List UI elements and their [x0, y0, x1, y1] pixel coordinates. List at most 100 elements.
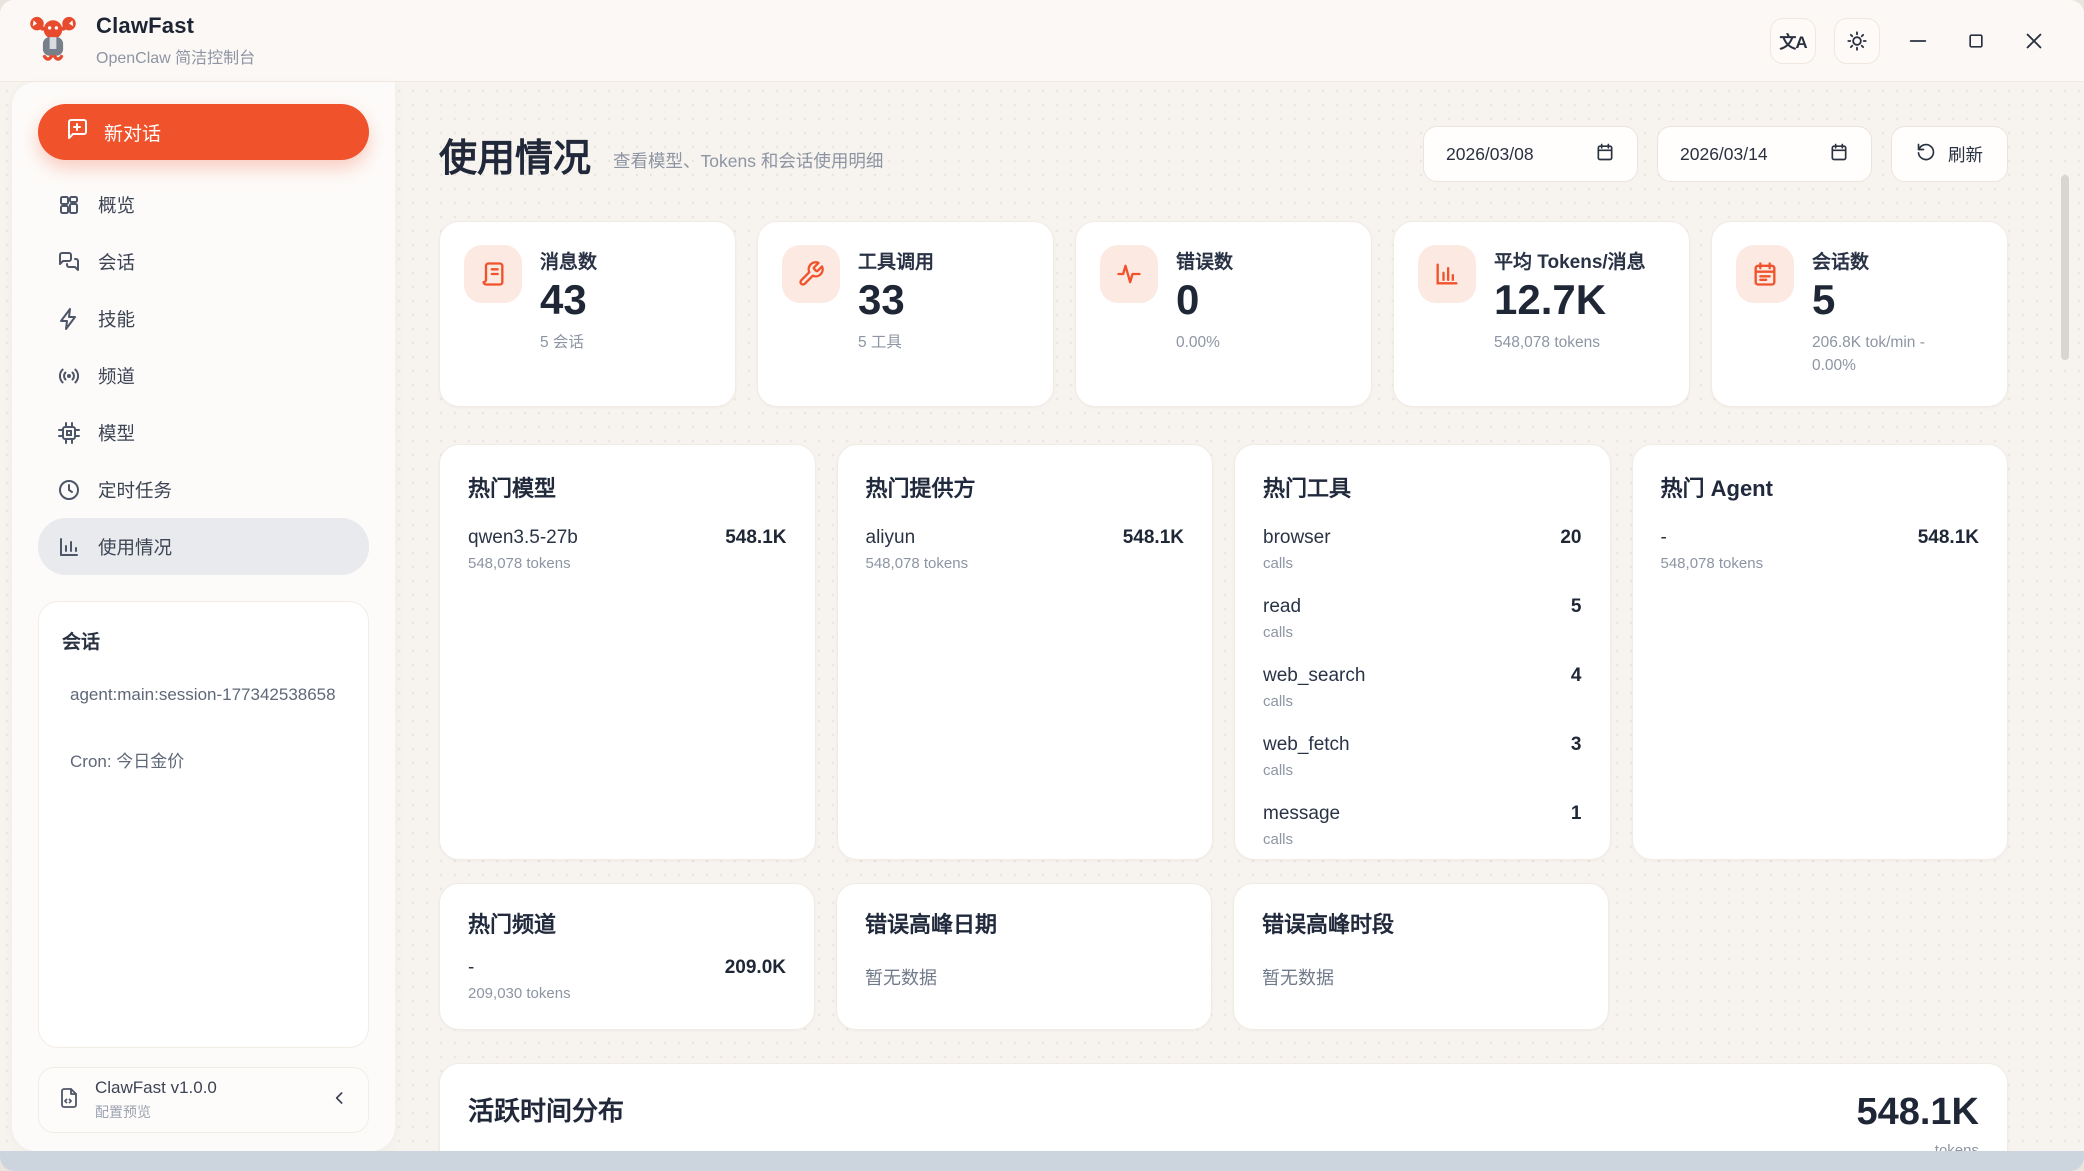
sidebar-item-models[interactable]: 模型: [38, 404, 369, 461]
maximize-icon: [1966, 31, 1986, 51]
sidebar-nav: 概览 会话 技能: [38, 176, 369, 575]
stat-sub: 206.8K tok/min - 0.00%: [1812, 334, 1925, 374]
session-item[interactable]: Cron: 今日金价: [70, 752, 185, 771]
item-sub: 548,078 tokens: [468, 555, 571, 572]
item-value: 5: [1570, 596, 1582, 617]
scroll-icon: [464, 245, 522, 303]
stat-value: 0: [1176, 276, 1200, 323]
maximize-button[interactable]: [1956, 21, 1996, 61]
pulse-icon: [1100, 245, 1158, 303]
calendar-icon: [1829, 142, 1849, 167]
list-item: - 209.0K 209,030 tokens: [468, 957, 786, 1002]
list-item: aliyun 548.1K 548,078 tokens: [866, 527, 1185, 572]
sidebar-item-label: 定时任务: [98, 479, 173, 501]
header-actions: 2026/03/08 2026/03/14: [1423, 126, 2008, 182]
stat-card-errors: 错误数 0 0.00%: [1075, 221, 1372, 407]
dashboard-icon: [57, 193, 81, 217]
activity-title: 活跃时间分布: [468, 1096, 625, 1126]
item-sub: 548,078 tokens: [865, 555, 969, 572]
sidebar-item-sessions[interactable]: 会话: [38, 233, 369, 290]
list-item: qwen3.5-27b 548.1K 548,078 tokens: [468, 527, 787, 572]
sun-icon: [1846, 30, 1868, 52]
card-title: 热门模型: [468, 476, 557, 501]
date-to-input[interactable]: 2026/03/14: [1657, 126, 1872, 182]
theme-toggle-button[interactable]: [1834, 17, 1880, 64]
item-sub: 209,030 tokens: [468, 985, 571, 1002]
bar-chart-icon: [1418, 245, 1476, 303]
item-name: read: [1263, 596, 1302, 617]
main-content: 使用情况 查看模型、Tokens 和会话使用明细 2026/03/08 2026…: [439, 82, 2008, 1171]
sidebar-item-overview[interactable]: 概览: [38, 176, 369, 233]
item-name: -: [1660, 527, 1667, 548]
stat-sub: 5 工具: [858, 334, 902, 352]
item-sub: calls: [1263, 624, 1294, 641]
wrench-icon: [782, 245, 840, 303]
session-list-title: 会话: [62, 632, 101, 653]
stat-label: 平均 Tokens/消息: [1494, 252, 1646, 273]
close-icon: [2023, 30, 2045, 52]
item-name: browser: [1263, 527, 1331, 548]
bar-chart-icon: [57, 535, 81, 559]
item-value: 548.1K: [1122, 527, 1184, 548]
card-title: 热门工具: [1263, 476, 1352, 501]
page-title: 使用情况: [439, 137, 592, 180]
item-name: message: [1263, 803, 1341, 824]
item-sub: calls: [1263, 762, 1294, 779]
stat-sub: 0.00%: [1176, 334, 1220, 352]
minimize-button[interactable]: [1898, 21, 1938, 61]
app-title: ClawFast: [96, 13, 195, 38]
item-value: 20: [1560, 527, 1582, 548]
stat-sub: 548,078 tokens: [1494, 334, 1601, 352]
item-value: 548.1K: [725, 527, 787, 548]
item-name: aliyun: [865, 527, 916, 548]
refresh-icon: [1916, 142, 1936, 167]
stat-label: 错误数: [1176, 252, 1234, 273]
version-title: ClawFast v1.0.0: [95, 1078, 217, 1097]
sidebar-item-channels[interactable]: 频道: [38, 347, 369, 404]
card-title: 热门频道: [468, 912, 557, 937]
chevron-left-icon[interactable]: [330, 1088, 350, 1113]
item-sub: calls: [1263, 693, 1294, 710]
list-item: web_search 4 calls: [1263, 665, 1582, 710]
card-top-channels: 热门频道 - 209.0K 209,030 tokens: [439, 883, 815, 1030]
window-bottom-strip: [0, 1151, 2084, 1171]
titlebar: ClawFast OpenClaw 简洁控制台 文A: [0, 0, 2084, 82]
list-item: browser 20 calls: [1263, 527, 1582, 572]
stat-label: 会话数: [1812, 252, 1870, 273]
item-sub: 548,078 tokens: [1660, 555, 1764, 572]
date-to-value: 2026/03/14: [1680, 143, 1768, 164]
version-card[interactable]: ClawFast v1.0.0 配置预览: [38, 1067, 369, 1133]
close-button[interactable]: [2014, 21, 2054, 61]
refresh-button[interactable]: 刷新: [1891, 126, 2008, 182]
radio-icon: [57, 364, 81, 388]
file-code-icon: [57, 1086, 81, 1115]
new-chat-button[interactable]: 新对话: [38, 104, 369, 160]
sidebar-item-label: 技能: [98, 308, 136, 330]
calendar-icon: [1595, 142, 1615, 167]
session-item[interactable]: agent:main:session-177342538658: [70, 685, 336, 704]
sidebar-item-skills[interactable]: 技能: [38, 290, 369, 347]
sidebar-item-label: 概览: [98, 194, 136, 216]
stat-card-messages: 消息数 43 5 会话: [439, 221, 736, 407]
card-title: 错误高峰时段: [1262, 912, 1395, 937]
app-subtitle: OpenClaw 简洁控制台: [96, 50, 256, 67]
new-chat-label: 新对话: [104, 123, 162, 145]
version-subtitle: 配置预览: [95, 1104, 151, 1120]
detail-cards-row: 热门模型 qwen3.5-27b 548.1K 548,078 tokens 热…: [439, 444, 2008, 860]
item-value: 1: [1570, 803, 1582, 824]
sidebar-item-cron[interactable]: 定时任务: [38, 461, 369, 518]
language-button[interactable]: 文A: [1770, 17, 1816, 64]
page-header: 使用情况 查看模型、Tokens 和会话使用明细 2026/03/08 2026…: [439, 126, 2008, 182]
card-top-tools: 热门工具 browser 20 calls read 5 calls: [1234, 444, 1611, 860]
small-cards-row: 热门频道 - 209.0K 209,030 tokens 错误高峰日期 暂无数据…: [439, 883, 2008, 1030]
refresh-label: 刷新: [1948, 144, 1983, 165]
vertical-scrollbar-thumb[interactable]: [2061, 175, 2069, 360]
sidebar-item-usage[interactable]: 使用情况: [38, 518, 369, 575]
date-from-input[interactable]: 2026/03/08: [1423, 126, 1638, 182]
stats-row: 消息数 43 5 会话 工具调用 33: [439, 221, 2008, 407]
list-item: read 5 calls: [1263, 596, 1582, 641]
item-name: qwen3.5-27b: [468, 527, 578, 548]
item-sub: calls: [1263, 555, 1294, 572]
cpu-icon: [57, 421, 81, 445]
